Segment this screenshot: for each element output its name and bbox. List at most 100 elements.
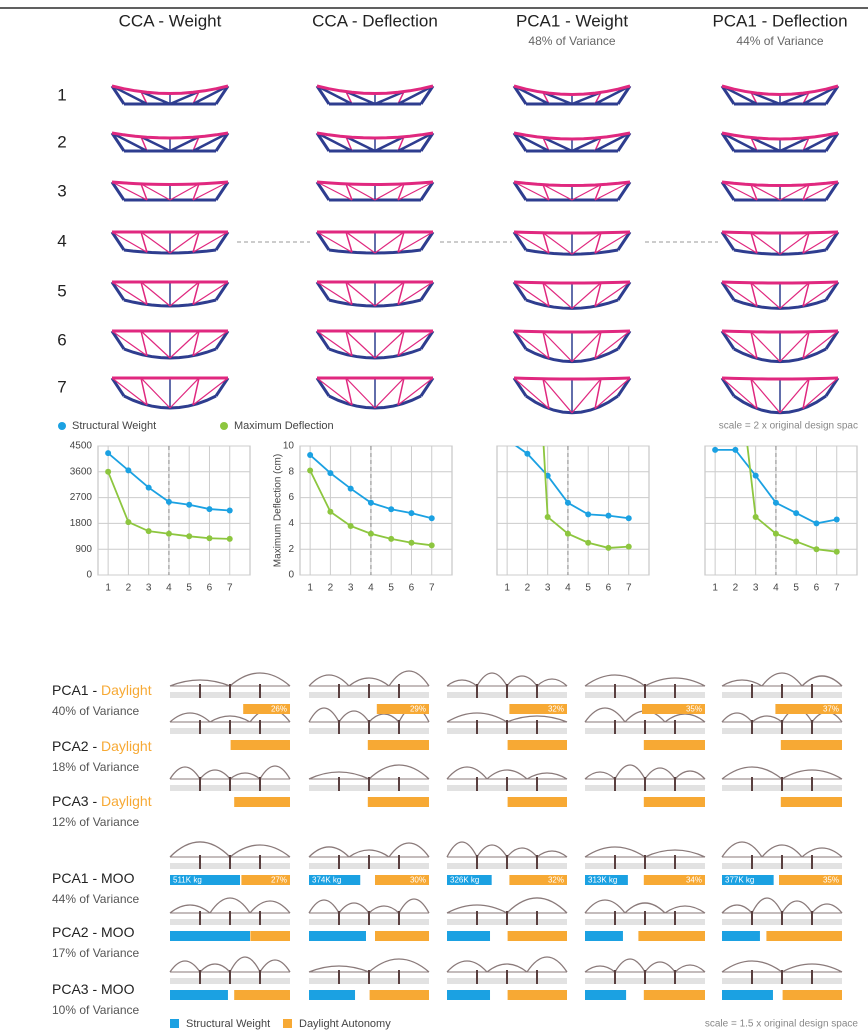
bridge-sketch xyxy=(169,765,291,791)
roof xyxy=(721,960,843,973)
data-point xyxy=(105,468,112,475)
truss-top xyxy=(513,329,631,334)
y-tick-label: 8 xyxy=(288,466,294,477)
truss-vertical xyxy=(542,92,550,105)
y-tick-label: 4500 xyxy=(70,441,93,452)
truss-top xyxy=(316,131,434,140)
weight-bar xyxy=(170,990,228,1000)
roof xyxy=(446,897,568,914)
daylight-bar xyxy=(507,931,567,941)
roof xyxy=(446,672,568,687)
bridge-sketch xyxy=(446,672,568,698)
data-point xyxy=(813,546,820,553)
truss-vertical xyxy=(542,137,550,152)
y-tick-label: 3600 xyxy=(70,466,93,477)
roof xyxy=(584,674,706,687)
truss xyxy=(720,376,840,415)
truss-end xyxy=(720,377,840,397)
truss xyxy=(512,131,632,153)
truss-vertical xyxy=(397,281,405,305)
truss-diagonal xyxy=(192,330,229,357)
pca-label: PCA1 - Daylight xyxy=(52,682,152,698)
truss-diagonal xyxy=(316,84,353,106)
row-label: 1 xyxy=(57,85,66,104)
truss-end xyxy=(720,85,840,105)
truss-vertical xyxy=(397,136,405,152)
truss xyxy=(110,180,230,202)
bridge-sketch xyxy=(169,897,291,925)
daylight-bar xyxy=(234,990,290,1000)
roof xyxy=(446,956,568,973)
truss-diagonal xyxy=(111,131,148,153)
bridge-sketch xyxy=(721,960,843,984)
truss-diagonal xyxy=(779,184,810,201)
truss-diagonal xyxy=(192,131,229,153)
data-point xyxy=(408,539,415,546)
weight-bar xyxy=(309,990,356,1000)
data-point xyxy=(524,159,530,165)
series xyxy=(712,446,840,527)
truss-vertical xyxy=(542,184,550,201)
pca-label-text: PCA2 - xyxy=(52,738,101,754)
truss-vertical xyxy=(192,281,200,305)
truss-diagonal xyxy=(542,184,573,201)
roof xyxy=(721,841,843,858)
truss-diagonal xyxy=(802,131,839,153)
daylight-bar xyxy=(507,990,567,1000)
truss-diagonal xyxy=(111,281,148,306)
truss-end xyxy=(720,281,840,301)
truss xyxy=(110,230,230,255)
truss-top xyxy=(513,131,631,141)
truss-diagonal xyxy=(571,232,602,255)
data-point xyxy=(524,450,531,457)
truss-diagonal xyxy=(169,281,200,307)
daylight-label: 35% xyxy=(686,705,702,714)
x-tick-label: 3 xyxy=(348,583,354,594)
truss-vertical xyxy=(397,377,405,406)
bridge-sketch xyxy=(308,670,430,698)
bridge-sketch xyxy=(446,956,568,984)
truss-diagonal xyxy=(802,181,839,201)
roof xyxy=(308,898,430,914)
truss xyxy=(512,230,632,256)
x-tick-label: 3 xyxy=(545,583,551,594)
bridge-sketch xyxy=(308,706,430,734)
truss-vertical xyxy=(397,183,405,201)
truss-end xyxy=(110,132,230,152)
truss-top xyxy=(111,84,229,96)
daylight-bar xyxy=(250,931,290,941)
truss-diagonal xyxy=(397,181,434,201)
truss-end xyxy=(110,377,230,397)
daylight-bar xyxy=(780,740,842,750)
bridge-sketch xyxy=(169,672,291,698)
truss-vertical xyxy=(750,331,758,359)
truss-diagonal xyxy=(345,330,376,359)
daylight-bar xyxy=(375,931,429,941)
roof xyxy=(584,899,706,914)
data-point xyxy=(504,56,510,62)
legend-label: Maximum Deflection xyxy=(234,420,334,432)
truss-diagonal xyxy=(345,231,376,254)
truss-vertical xyxy=(397,231,405,253)
truss-diagonal xyxy=(750,331,781,363)
data-point xyxy=(504,437,510,443)
data-point xyxy=(772,530,779,537)
pca-label: PCA3 - MOO xyxy=(52,981,135,997)
daylight-bar xyxy=(507,740,567,750)
y-tick-label: 10 xyxy=(283,441,295,452)
x-tick-label: 7 xyxy=(227,583,233,594)
x-tick-label: 2 xyxy=(328,583,334,594)
data-point xyxy=(428,542,435,549)
truss-diagonal xyxy=(192,181,229,201)
truss-vertical xyxy=(345,377,353,406)
bridge-sketch xyxy=(308,958,430,984)
row-label: 2 xyxy=(57,132,66,151)
x-tick-label: 7 xyxy=(834,583,840,594)
roof xyxy=(584,846,706,858)
bridge-sketch xyxy=(584,846,706,869)
weight-bar xyxy=(722,931,760,941)
truss xyxy=(315,329,435,360)
truss-diagonal xyxy=(397,377,434,406)
truss-vertical xyxy=(594,232,602,254)
daylight-bar xyxy=(367,797,429,807)
